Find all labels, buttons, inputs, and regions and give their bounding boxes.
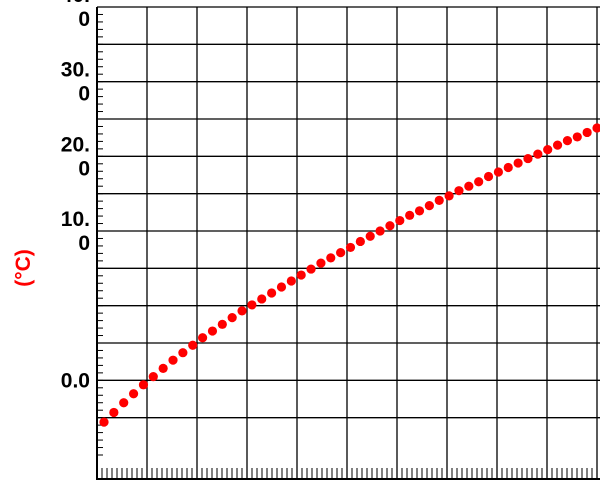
data-point: [444, 191, 454, 201]
data-point: [168, 355, 178, 365]
data-point: [483, 171, 494, 182]
data-point: [247, 300, 257, 310]
data-point: [474, 177, 484, 187]
y-tick-label: 30.: [61, 59, 90, 82]
data-point: [217, 319, 227, 329]
data-point: [276, 282, 287, 292]
y-tick-label: 40.: [61, 0, 90, 7]
data-point: [237, 306, 247, 316]
data-point: [385, 221, 395, 231]
data-point: [306, 264, 316, 274]
data-point: [99, 417, 109, 427]
data-point: [267, 288, 277, 298]
data-point: [395, 215, 405, 226]
data-point: [148, 372, 158, 382]
data-point: [582, 127, 592, 138]
data-point: [552, 140, 563, 150]
data-point: [414, 206, 425, 216]
data-point: [296, 270, 306, 280]
y-tick-label: 0.0: [61, 369, 90, 392]
data-point: [188, 340, 198, 350]
data-point: [434, 195, 444, 205]
data-point: [286, 276, 296, 286]
y-tick-label: 0: [78, 8, 90, 31]
data-point: [316, 258, 326, 268]
data-point: [375, 226, 385, 236]
data-point: [227, 313, 237, 323]
data-point: [138, 380, 149, 390]
data-point: [355, 236, 365, 247]
data-point: [543, 145, 553, 155]
data-point: [178, 348, 188, 358]
data-point: [513, 158, 523, 168]
data-point: [158, 363, 168, 373]
y-axis-label: (°C): [12, 249, 35, 287]
data-point: [345, 242, 356, 253]
data-point: [109, 407, 119, 418]
data-point: [119, 398, 129, 408]
data-point: [572, 132, 582, 142]
data-point: [257, 294, 267, 304]
data-point: [503, 162, 513, 173]
data-point: [493, 167, 503, 177]
data-point: [128, 389, 139, 399]
y-tick-label: 0: [78, 157, 90, 180]
data-point: [336, 248, 346, 258]
data-point: [365, 231, 375, 241]
y-tick-label: 20.: [61, 133, 90, 156]
data-point: [592, 123, 600, 133]
data-series: [99, 123, 600, 427]
data-point: [207, 326, 218, 336]
data-point: [405, 210, 415, 220]
y-tick-label: 10.: [61, 208, 90, 231]
y-tick-label: 0: [78, 83, 90, 106]
data-point: [562, 136, 573, 146]
y-tick-labels: 40.030.020.010.00.0: [61, 0, 90, 392]
gridlines: [97, 6, 600, 480]
data-point: [454, 186, 464, 196]
y-tick-label: 0: [78, 232, 90, 255]
data-point: [523, 153, 533, 164]
data-point: [464, 181, 474, 191]
data-point: [424, 201, 434, 211]
data-point: [533, 149, 543, 159]
minor-ticks: [97, 6, 593, 479]
data-point: [326, 253, 336, 263]
data-point: [198, 333, 208, 343]
